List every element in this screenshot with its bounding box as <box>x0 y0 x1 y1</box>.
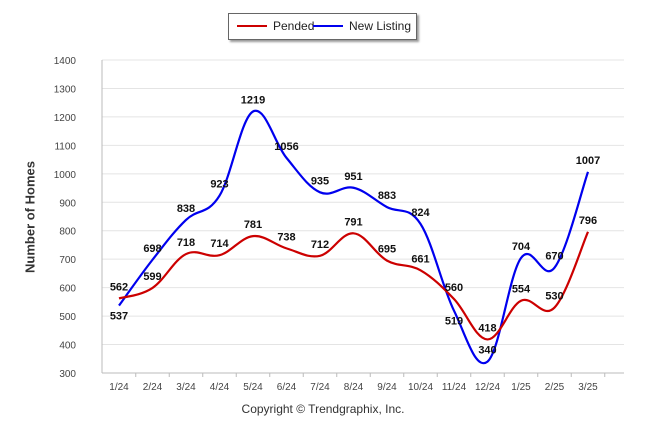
x-tick-label: 6/24 <box>277 382 297 393</box>
y-tick-label: 600 <box>59 284 76 295</box>
data-label-new-listing: 935 <box>311 175 329 187</box>
x-tick-label: 2/24 <box>143 382 163 393</box>
data-label-pended: 599 <box>143 271 161 283</box>
y-axis-label: Number of Homes <box>22 161 38 273</box>
legend-swatch-pended <box>237 25 267 27</box>
x-tick-label: 1/24 <box>109 382 129 393</box>
y-tick-label: 400 <box>59 341 76 352</box>
data-label-new-listing: 340 <box>478 345 496 357</box>
y-tick-label: 1000 <box>54 170 77 181</box>
data-label-new-listing: 883 <box>378 190 396 202</box>
x-tick-label: 8/24 <box>344 382 364 393</box>
y-tick-label: 1100 <box>54 141 76 152</box>
data-label-new-listing: 537 <box>110 311 128 323</box>
x-tick-label: 12/24 <box>475 382 500 393</box>
copyright-text: Copyright © Trendgraphix, Inc. <box>241 402 405 416</box>
data-label-new-listing: 519 <box>445 316 463 328</box>
y-tick-label: 1400 <box>54 56 77 67</box>
x-tick-label: 1/25 <box>511 382 531 393</box>
data-label-pended: 712 <box>311 239 329 251</box>
x-tick-label: 7/24 <box>310 382 330 393</box>
data-label-pended: 695 <box>378 244 396 256</box>
x-tick-label: 11/24 <box>442 382 467 393</box>
data-label-new-listing: 670 <box>545 251 563 263</box>
y-tick-label: 900 <box>59 198 76 209</box>
x-tick-label: 9/24 <box>377 382 397 393</box>
data-labels: 562 599 718 714 781 738 712 791 695 661 560 418 554 5… <box>110 95 600 357</box>
data-label-pended: 562 <box>110 281 128 293</box>
x-tick-label: 10/24 <box>408 382 433 393</box>
series-line-pended <box>118 231 590 341</box>
data-label-new-listing: 951 <box>344 171 362 183</box>
data-label-pended: 560 <box>445 282 463 294</box>
data-label-new-listing: 1219 <box>241 95 265 107</box>
data-label-pended: 714 <box>210 238 229 250</box>
legend-label-new-listing: New Listing <box>349 19 412 33</box>
legend-item-pended: Pended <box>237 19 314 33</box>
data-label-pended: 661 <box>411 253 429 265</box>
x-tick-label: 3/25 <box>578 382 598 393</box>
data-label-pended: 718 <box>177 237 195 249</box>
x-tick-label: 4/24 <box>210 382 230 393</box>
data-label-pended: 530 <box>545 291 563 303</box>
y-tick-label: 500 <box>59 312 76 323</box>
x-tick-label: 2/25 <box>545 382 565 393</box>
data-label-new-listing: 1056 <box>274 141 298 153</box>
chart-legend: Pended New Listing <box>228 13 417 40</box>
y-tick-label: 1300 <box>54 84 77 95</box>
data-label-pended: 796 <box>579 215 597 227</box>
y-tick-label: 1200 <box>54 113 77 124</box>
data-label-new-listing: 698 <box>143 243 161 255</box>
x-tick-label: 3/24 <box>176 382 196 393</box>
y-tick-label: 700 <box>59 255 76 266</box>
data-label-pended: 738 <box>277 231 295 243</box>
data-label-pended: 791 <box>344 216 362 228</box>
data-label-pended: 554 <box>512 284 531 296</box>
legend-item-new-listing: New Listing <box>313 19 411 33</box>
x-axis-ticks: 1/24 2/24 3/24 4/24 5/24 6/24 7/24 8/24 9/24 10/2… <box>109 373 606 393</box>
legend-swatch-new-listing <box>313 25 343 27</box>
data-label-new-listing: 838 <box>177 203 195 215</box>
data-label-new-listing: 824 <box>411 207 430 219</box>
data-label-new-listing: 1007 <box>576 155 600 167</box>
legend-label-pended: Pended <box>273 19 315 33</box>
data-label-pended: 418 <box>478 322 496 334</box>
data-label-new-listing: 704 <box>512 241 531 253</box>
series-line-new-listing <box>118 109 590 365</box>
y-axis-ticks: 300 400 500 600 700 800 900 1000 1100 1200 1300 140… <box>54 56 77 380</box>
y-tick-label: 300 <box>59 369 76 380</box>
series-lines <box>118 109 590 365</box>
data-label-pended: 781 <box>244 219 262 231</box>
x-tick-label: 5/24 <box>243 382 263 393</box>
grid-lines <box>101 59 624 374</box>
data-label-new-listing: 923 <box>210 179 228 191</box>
y-tick-label: 800 <box>59 227 76 238</box>
